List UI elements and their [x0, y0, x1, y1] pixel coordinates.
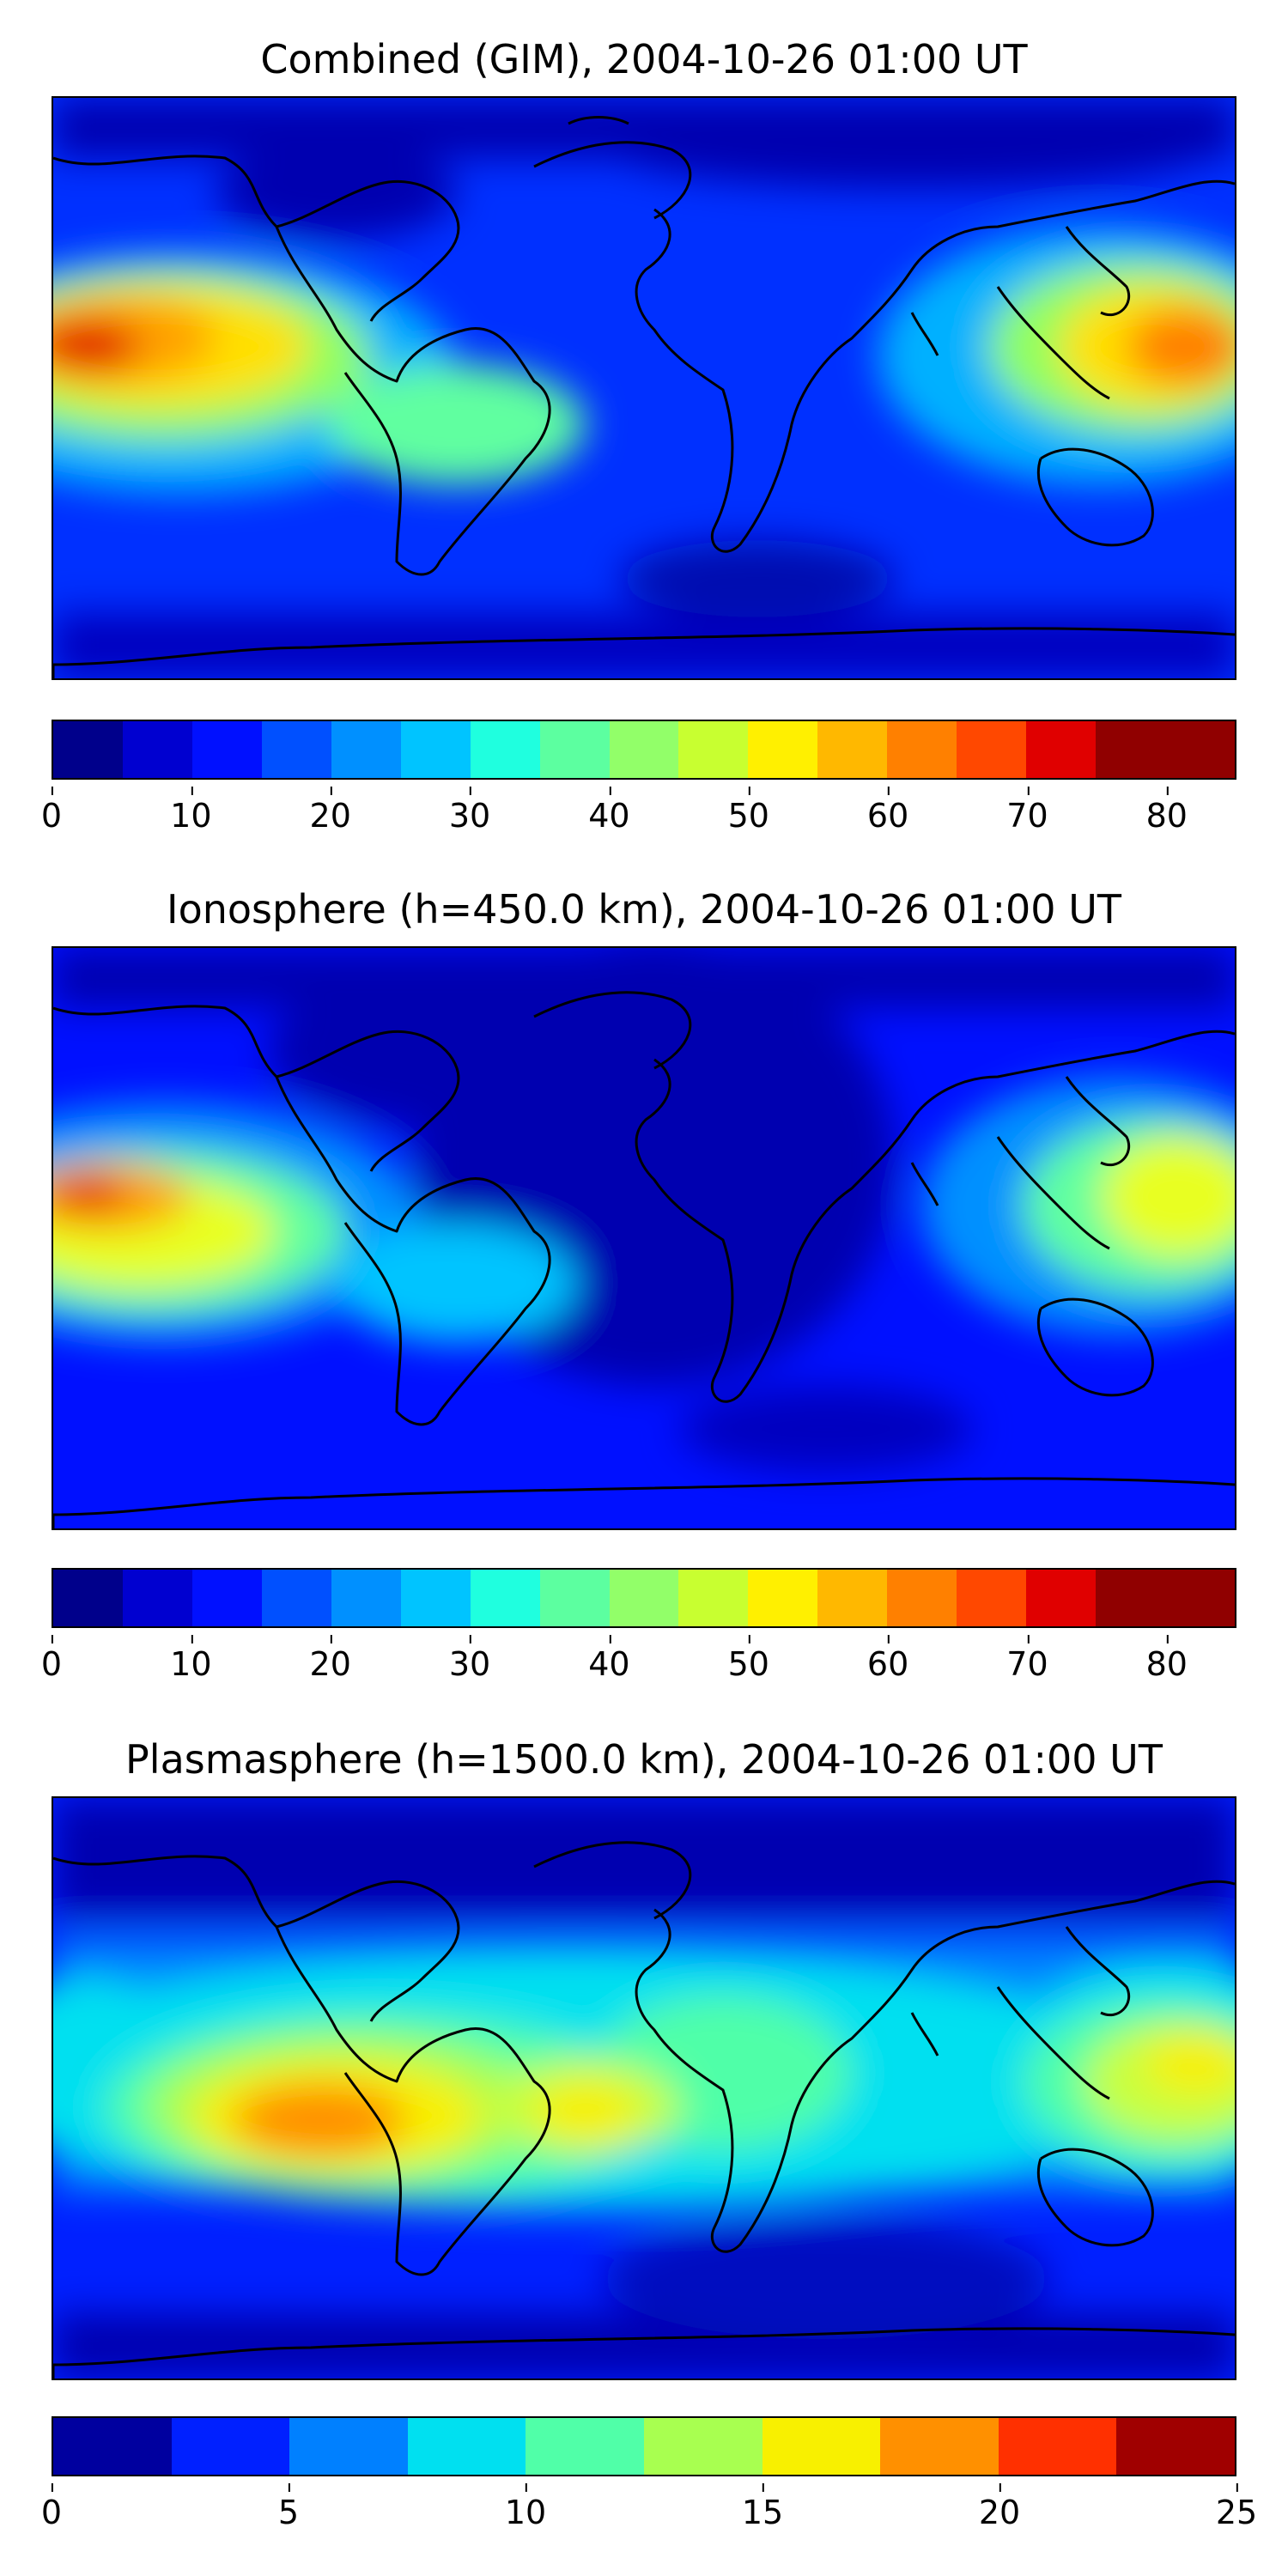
colorbar-swatch: [1026, 1570, 1097, 1626]
colorbar-swatch: [678, 721, 749, 778]
colorbar-swatch: [887, 1570, 957, 1626]
colorbar-swatch: [887, 721, 957, 778]
panel-title-combined: Combined (GIM), 2004-10-26 01:00 UT: [260, 36, 1028, 82]
colorbar-tick-label: 70: [1006, 1635, 1048, 1683]
colorbar-tick-label: 30: [448, 1635, 491, 1683]
colorbar-tick-label: 40: [588, 787, 630, 835]
panel-title-plasmasphere: Plasmasphere (h=1500.0 km), 2004-10-26 0…: [125, 1736, 1163, 1783]
map-combined: [52, 96, 1236, 680]
colorbar-swatch: [609, 1570, 679, 1626]
colorbar-tick-label: 0: [40, 2483, 63, 2531]
colorbar-ionosphere: [52, 1568, 1236, 1628]
colorbar-swatch: [407, 2418, 526, 2475]
colorbar-swatch: [289, 2418, 408, 2475]
colorbar-tick-label: 15: [741, 2483, 784, 2531]
colorbar-swatch: [998, 2418, 1117, 2475]
colorbar-tick-label: 0: [40, 1635, 63, 1683]
colorbar-tick-label: 20: [978, 2483, 1021, 2531]
colorbar-swatch: [1096, 1570, 1165, 1626]
colorbar-swatch: [400, 1570, 471, 1626]
colorbar-tick-label: 10: [170, 787, 212, 835]
colorbar-swatch: [1165, 1570, 1235, 1626]
colorbar-tick-label: 5: [277, 2483, 300, 2531]
colorbar-swatch: [122, 721, 192, 778]
colorbar-swatch: [957, 1570, 1027, 1626]
colorbar-tick-label: 50: [727, 787, 769, 835]
colorbar-swatch: [957, 721, 1027, 778]
colorbar-swatch: [539, 1570, 610, 1626]
colorbar-swatch: [762, 2418, 881, 2475]
map-plasmasphere: [52, 1796, 1236, 2380]
colorbar-swatch: [261, 721, 331, 778]
colorbar-swatch: [191, 1570, 262, 1626]
colorbar-tick-label: 60: [866, 1635, 909, 1683]
colorbar-tick-label: 80: [1145, 787, 1188, 835]
colorbar-swatch: [191, 721, 262, 778]
colorbar-tick-label: 25: [1215, 2483, 1258, 2531]
colorbar-swatch: [526, 2418, 644, 2475]
colorbar-swatch: [1026, 721, 1097, 778]
colorbar-tick-label: 60: [866, 787, 909, 835]
colorbar-swatch: [817, 1570, 888, 1626]
colorbar-swatch: [122, 1570, 192, 1626]
map-ionosphere: [52, 946, 1236, 1530]
colorbar-tick-label: 10: [504, 2483, 547, 2531]
colorbar-swatch: [1096, 721, 1165, 778]
colorbar-swatch: [748, 1570, 818, 1626]
colorbar-plasmasphere: [52, 2416, 1236, 2476]
colorbar-swatch: [400, 721, 471, 778]
colorbar-swatch: [817, 721, 888, 778]
colorbar-tick-label: 70: [1006, 787, 1048, 835]
colorbar-swatch: [748, 721, 818, 778]
colorbar-swatch: [1165, 721, 1235, 778]
colorbar-tick-label: 80: [1145, 1635, 1188, 1683]
colorbar-swatch: [880, 2418, 999, 2475]
colorbar-tick-label: 40: [588, 1635, 630, 1683]
colorbar-tick-label: 20: [309, 1635, 351, 1683]
colorbar-tick-label: 10: [170, 1635, 212, 1683]
colorbar-ticks-plasmasphere: 0 5 10 15 20 25: [41, 2483, 1257, 2537]
colorbar-swatch: [1116, 2418, 1235, 2475]
colorbar-swatch: [678, 1570, 749, 1626]
colorbar-swatch: [53, 721, 123, 778]
colorbar-combined: [52, 720, 1236, 780]
colorbar-ticks-ionosphere: 0 10 20 30 40 50 60 70 80: [41, 1635, 1236, 1688]
colorbar-tick-label: 20: [309, 787, 351, 835]
colorbar-swatch: [53, 1570, 123, 1626]
colorbar-swatch: [609, 721, 679, 778]
panel-title-ionosphere: Ionosphere (h=450.0 km), 2004-10-26 01:0…: [167, 886, 1121, 933]
colorbar-swatch: [331, 1570, 401, 1626]
colorbar-tick-label: 50: [727, 1635, 769, 1683]
colorbar-swatch: [331, 721, 401, 778]
colorbar-tick-label: 30: [448, 787, 491, 835]
colorbar-swatch: [171, 2418, 290, 2475]
colorbar-swatch: [261, 1570, 331, 1626]
colorbar-swatch: [53, 2418, 172, 2475]
colorbar-swatch: [643, 2418, 762, 2475]
colorbar-ticks-combined: 0 10 20 30 40 50 60 70 80: [41, 787, 1236, 840]
colorbar-tick-label: 0: [40, 787, 63, 835]
colorbar-swatch: [470, 1570, 540, 1626]
colorbar-swatch: [470, 721, 540, 778]
colorbar-swatch: [539, 721, 610, 778]
